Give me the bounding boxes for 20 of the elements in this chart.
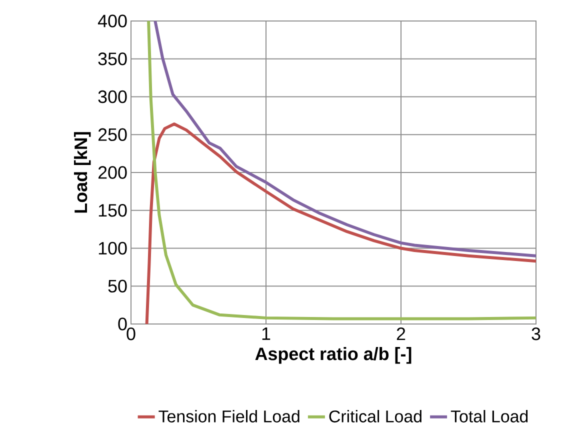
y-tick-label: 200 bbox=[98, 166, 127, 179]
line-series bbox=[145, 122, 536, 324]
y-tick-label: 400 bbox=[98, 14, 127, 28]
x-tick-label: 2 bbox=[396, 328, 406, 340]
y-tick-label: 150 bbox=[98, 204, 127, 217]
y-tick-label: 100 bbox=[98, 242, 127, 255]
x-tick-label: 3 bbox=[532, 328, 540, 340]
y-tick-label: 350 bbox=[98, 52, 127, 66]
x-tick-label: 1 bbox=[262, 328, 270, 340]
line-series bbox=[154, 21, 536, 258]
x-tick-label: 0 bbox=[126, 328, 136, 340]
legend-label: Total Load bbox=[450, 410, 528, 422]
legend-label: Critical Load bbox=[329, 410, 422, 422]
y-axis-title: Load [kN] bbox=[74, 132, 91, 213]
y-tick-label: 0 bbox=[118, 318, 127, 330]
legend-label: Tension Field Load bbox=[158, 410, 300, 422]
x-axis-title: Aspect ratio a/b [-] bbox=[255, 347, 412, 364]
y-tick-label: 300 bbox=[98, 90, 127, 104]
y-tick-label: 50 bbox=[108, 280, 127, 292]
y-tick-label: 250 bbox=[98, 128, 127, 141]
